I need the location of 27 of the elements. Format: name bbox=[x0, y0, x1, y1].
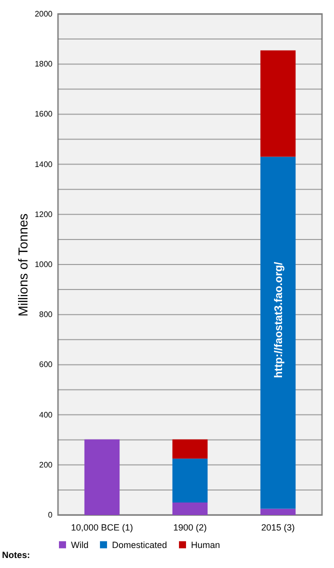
bar bbox=[84, 439, 120, 515]
y-tick-label: 1200 bbox=[34, 210, 54, 219]
y-tick-label: 1800 bbox=[34, 60, 54, 69]
y-tick-label: 1400 bbox=[34, 160, 54, 169]
y-axis-title: Millions of Tonnes bbox=[16, 212, 31, 317]
y-tick-label: 800 bbox=[39, 310, 54, 320]
bar bbox=[172, 502, 208, 515]
y-tick-label: 1000 bbox=[34, 260, 54, 269]
y-tick-label: 200 bbox=[39, 460, 54, 470]
y-tick-label: 0 bbox=[48, 510, 54, 520]
y-tick-label: 400 bbox=[39, 410, 54, 420]
y-tick-label: 600 bbox=[39, 360, 54, 370]
bar bbox=[260, 50, 296, 157]
legend-label: Domesticated bbox=[112, 540, 168, 550]
bar bbox=[260, 156, 296, 509]
annotation: http://faostat3.fao.org/ bbox=[273, 262, 285, 378]
x-tick-label: 1900 (2) bbox=[173, 522, 207, 532]
bar bbox=[172, 439, 208, 459]
y-tick-label: 2000 bbox=[34, 10, 54, 18]
text: Notes: bbox=[2, 550, 30, 560]
x-tick-label: 2015 (3) bbox=[261, 522, 295, 532]
x-tick-label: 10,000 BCE (1) bbox=[70, 522, 134, 532]
bar bbox=[260, 508, 296, 515]
y-tick-label: 1600 bbox=[34, 110, 54, 119]
legend-label: Human bbox=[191, 540, 220, 550]
legend-label: Wild bbox=[71, 540, 88, 550]
bar bbox=[172, 458, 208, 502]
